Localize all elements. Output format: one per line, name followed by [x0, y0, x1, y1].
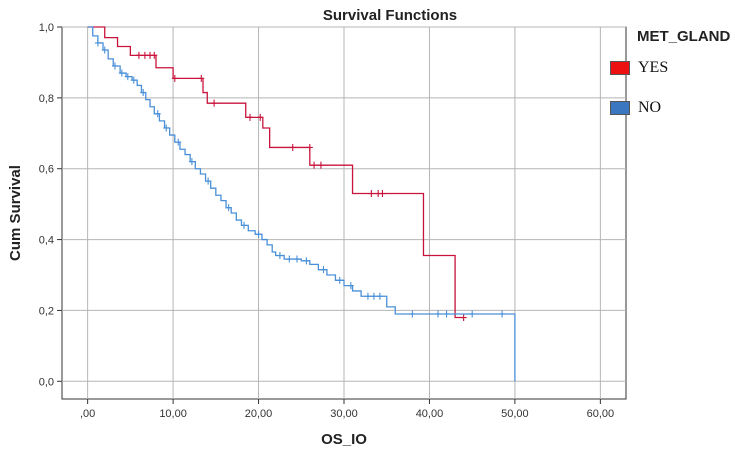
censor-mark-no: [347, 282, 354, 290]
y-tick-label: 0,0: [39, 376, 54, 388]
censor-mark-no: [499, 310, 506, 318]
x-tick-label: 20,00: [245, 408, 273, 420]
grid-layer: [62, 26, 626, 399]
censor-mark-no: [443, 310, 450, 318]
censor-mark-no: [303, 257, 310, 265]
series-line-yes: [87, 26, 464, 319]
censor-mark-no: [469, 310, 476, 318]
censor-mark-yes: [198, 74, 205, 82]
censor-mark-no: [376, 292, 383, 300]
censor-mark-no: [435, 310, 441, 318]
censor-mark-no: [101, 46, 108, 54]
censor-mark-no: [118, 69, 125, 77]
censor-mark-no: [364, 292, 371, 300]
censor-mark-no: [140, 89, 147, 97]
censor-mark-no: [409, 310, 416, 318]
censor-mark-no: [276, 252, 283, 260]
censor-mark-yes: [257, 113, 264, 121]
x-tick-label: 60,00: [587, 408, 615, 420]
censor-mark-no: [255, 230, 262, 238]
censor-mark-no: [111, 62, 118, 70]
x-tick-label: 10,00: [159, 408, 187, 420]
censor-mark-no: [286, 255, 293, 263]
y-tick-label: 0,6: [39, 164, 54, 176]
censor-mark-no: [370, 292, 377, 300]
y-axis-label: Cum Survival: [7, 165, 24, 261]
y-tick-label: 0,4: [39, 235, 54, 247]
censor-mark-yes: [211, 99, 218, 107]
censor-mark-no: [94, 39, 101, 47]
censor-mark-yes: [460, 314, 467, 322]
x-tick-label: ,00: [80, 408, 95, 420]
legend-swatch-no: [610, 101, 630, 115]
censor-mark-yes: [141, 51, 148, 59]
censor-mark-yes: [289, 143, 296, 151]
legend-item-yes: YES: [610, 59, 742, 77]
censor-mark-no: [124, 73, 131, 81]
censor-mark-no: [130, 76, 137, 84]
legend-label-yes: YES: [638, 59, 669, 76]
x-tick-label: 50,00: [501, 408, 529, 420]
series-layer: [87, 26, 516, 382]
legend-item-no: NO: [610, 99, 742, 117]
y-tick-label: 1,0: [39, 22, 54, 34]
censor-mark-no: [163, 124, 170, 132]
y-tick-label: 0,8: [39, 93, 54, 105]
x-axis-label: OS_IO: [321, 431, 367, 448]
censor-mark-yes: [135, 51, 142, 59]
censor-mark-yes: [151, 51, 158, 59]
censor-mark-yes: [171, 74, 178, 82]
legend: MET_GLAND YES NO: [610, 28, 742, 117]
y-tick-label: 0,2: [39, 305, 54, 317]
censor-mark-yes: [306, 143, 313, 151]
censor-mark-no: [294, 255, 300, 263]
censor-mark-yes: [247, 113, 253, 121]
legend-swatch-yes: [610, 61, 630, 75]
censor-mark-no: [205, 177, 212, 185]
censor-mark-yes: [311, 161, 318, 169]
chart-title: Survival Functions: [323, 7, 457, 24]
censor-mark-no: [225, 204, 232, 212]
censor-mark-no: [336, 276, 343, 284]
censor-mark-yes: [379, 190, 386, 198]
censor-mark-yes: [368, 190, 375, 198]
censor-mark-no: [175, 138, 182, 146]
legend-title: MET_GLAND: [637, 28, 731, 45]
legend-label-no: NO: [638, 99, 662, 116]
censor-mark-no: [154, 110, 161, 118]
censor-mark-yes: [317, 161, 324, 169]
censor-mark-no: [188, 158, 195, 166]
censor-mark-no: [320, 266, 327, 274]
censor-mark-no: [241, 221, 248, 229]
x-tick-label: 40,00: [416, 408, 444, 420]
x-tick-label: 30,00: [330, 408, 358, 420]
ticks-layer: ,00 10,00 20,00 30,00 40,00 50,00 60,00 0,0 0,2 0…: [39, 22, 614, 420]
